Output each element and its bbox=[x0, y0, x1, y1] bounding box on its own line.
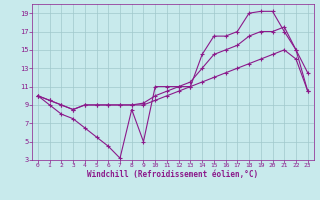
X-axis label: Windchill (Refroidissement éolien,°C): Windchill (Refroidissement éolien,°C) bbox=[87, 170, 258, 179]
